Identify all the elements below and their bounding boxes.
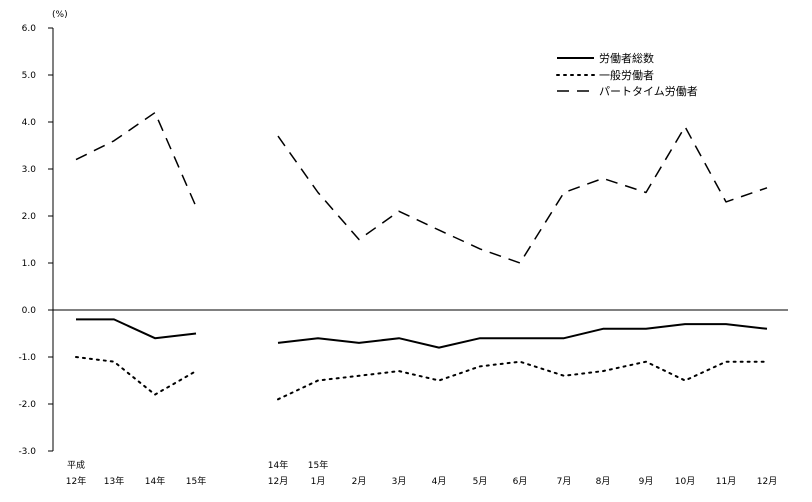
x-label-bottom: 6月: [513, 476, 528, 487]
y-tick-label: 1.0: [22, 259, 37, 269]
legend-item-general: 一般労働者: [556, 68, 654, 82]
x-label-top: 15年: [308, 459, 328, 471]
series-1: [75, 356, 768, 401]
legend: 労働者総数 一般労働者 パートタイム労働者: [556, 51, 698, 98]
y-tick-label: -2.0: [18, 400, 36, 410]
series-2: [75, 111, 768, 264]
x-label-bottom: 5月: [473, 476, 488, 487]
y-tick-label: -3.0: [18, 447, 36, 457]
unit-label: (%): [52, 10, 68, 20]
x-labels: 平成 12年 13年 14年 15年 14年 12月 15年 1月 2月 3月 4月 5月 6月 7月 8月 9…: [66, 459, 777, 487]
series-line-monthly: [277, 125, 768, 264]
x-label-bottom: 12月: [757, 476, 777, 487]
x-label-bottom: 13年: [104, 475, 124, 487]
x-label-bottom: 8月: [596, 476, 611, 487]
legend-label-part-time: パートタイム労働者: [599, 84, 698, 98]
x-label-bottom: 10月: [675, 476, 695, 487]
axes: [52, 28, 788, 451]
y-tick-label: 5.0: [22, 71, 37, 81]
legend-label-total: 労働者総数: [599, 51, 654, 65]
x-label-bottom: 2月: [352, 476, 367, 487]
x-label-bottom: 1月: [311, 476, 326, 487]
x-label-bottom: 7月: [557, 476, 572, 487]
x-label-bottom: 12年: [66, 475, 86, 487]
series-group: [75, 111, 768, 401]
y-tick-label: 3.0: [22, 165, 37, 175]
legend-item-part-time: パートタイム労働者: [557, 84, 698, 98]
y-tick-label: -1.0: [18, 353, 36, 363]
x-label-top: 平成: [67, 459, 85, 471]
y-tick-label: 4.0: [22, 118, 37, 128]
x-label-bottom: 11月: [716, 476, 736, 487]
y-ticks: 6.0 5.0 4.0 3.0 2.0 1.0 0.0 -1.0 -2.0 -3.0: [18, 24, 53, 457]
y-tick-label: 6.0: [22, 24, 37, 34]
series-line-monthly: [277, 323, 768, 349]
x-label-bottom: 3月: [392, 476, 407, 487]
x-label-top: 14年: [268, 459, 288, 471]
legend-item-total: 労働者総数: [557, 51, 654, 65]
x-label-bottom: 14年: [145, 475, 165, 487]
series-line-annual: [75, 356, 197, 396]
series-0: [76, 318, 768, 349]
y-tick-label: 0.0: [22, 306, 37, 316]
x-label-bottom: 9月: [639, 476, 654, 487]
y-tick-label: 2.0: [22, 212, 37, 222]
series-line-annual: [76, 318, 197, 340]
x-label-bottom: 15年: [186, 475, 206, 487]
series-line-annual: [75, 111, 197, 207]
x-label-bottom: 4月: [432, 476, 447, 487]
x-label-bottom: 12月: [268, 476, 288, 487]
legend-label-general: 一般労働者: [599, 68, 654, 82]
series-line-monthly: [277, 360, 768, 401]
